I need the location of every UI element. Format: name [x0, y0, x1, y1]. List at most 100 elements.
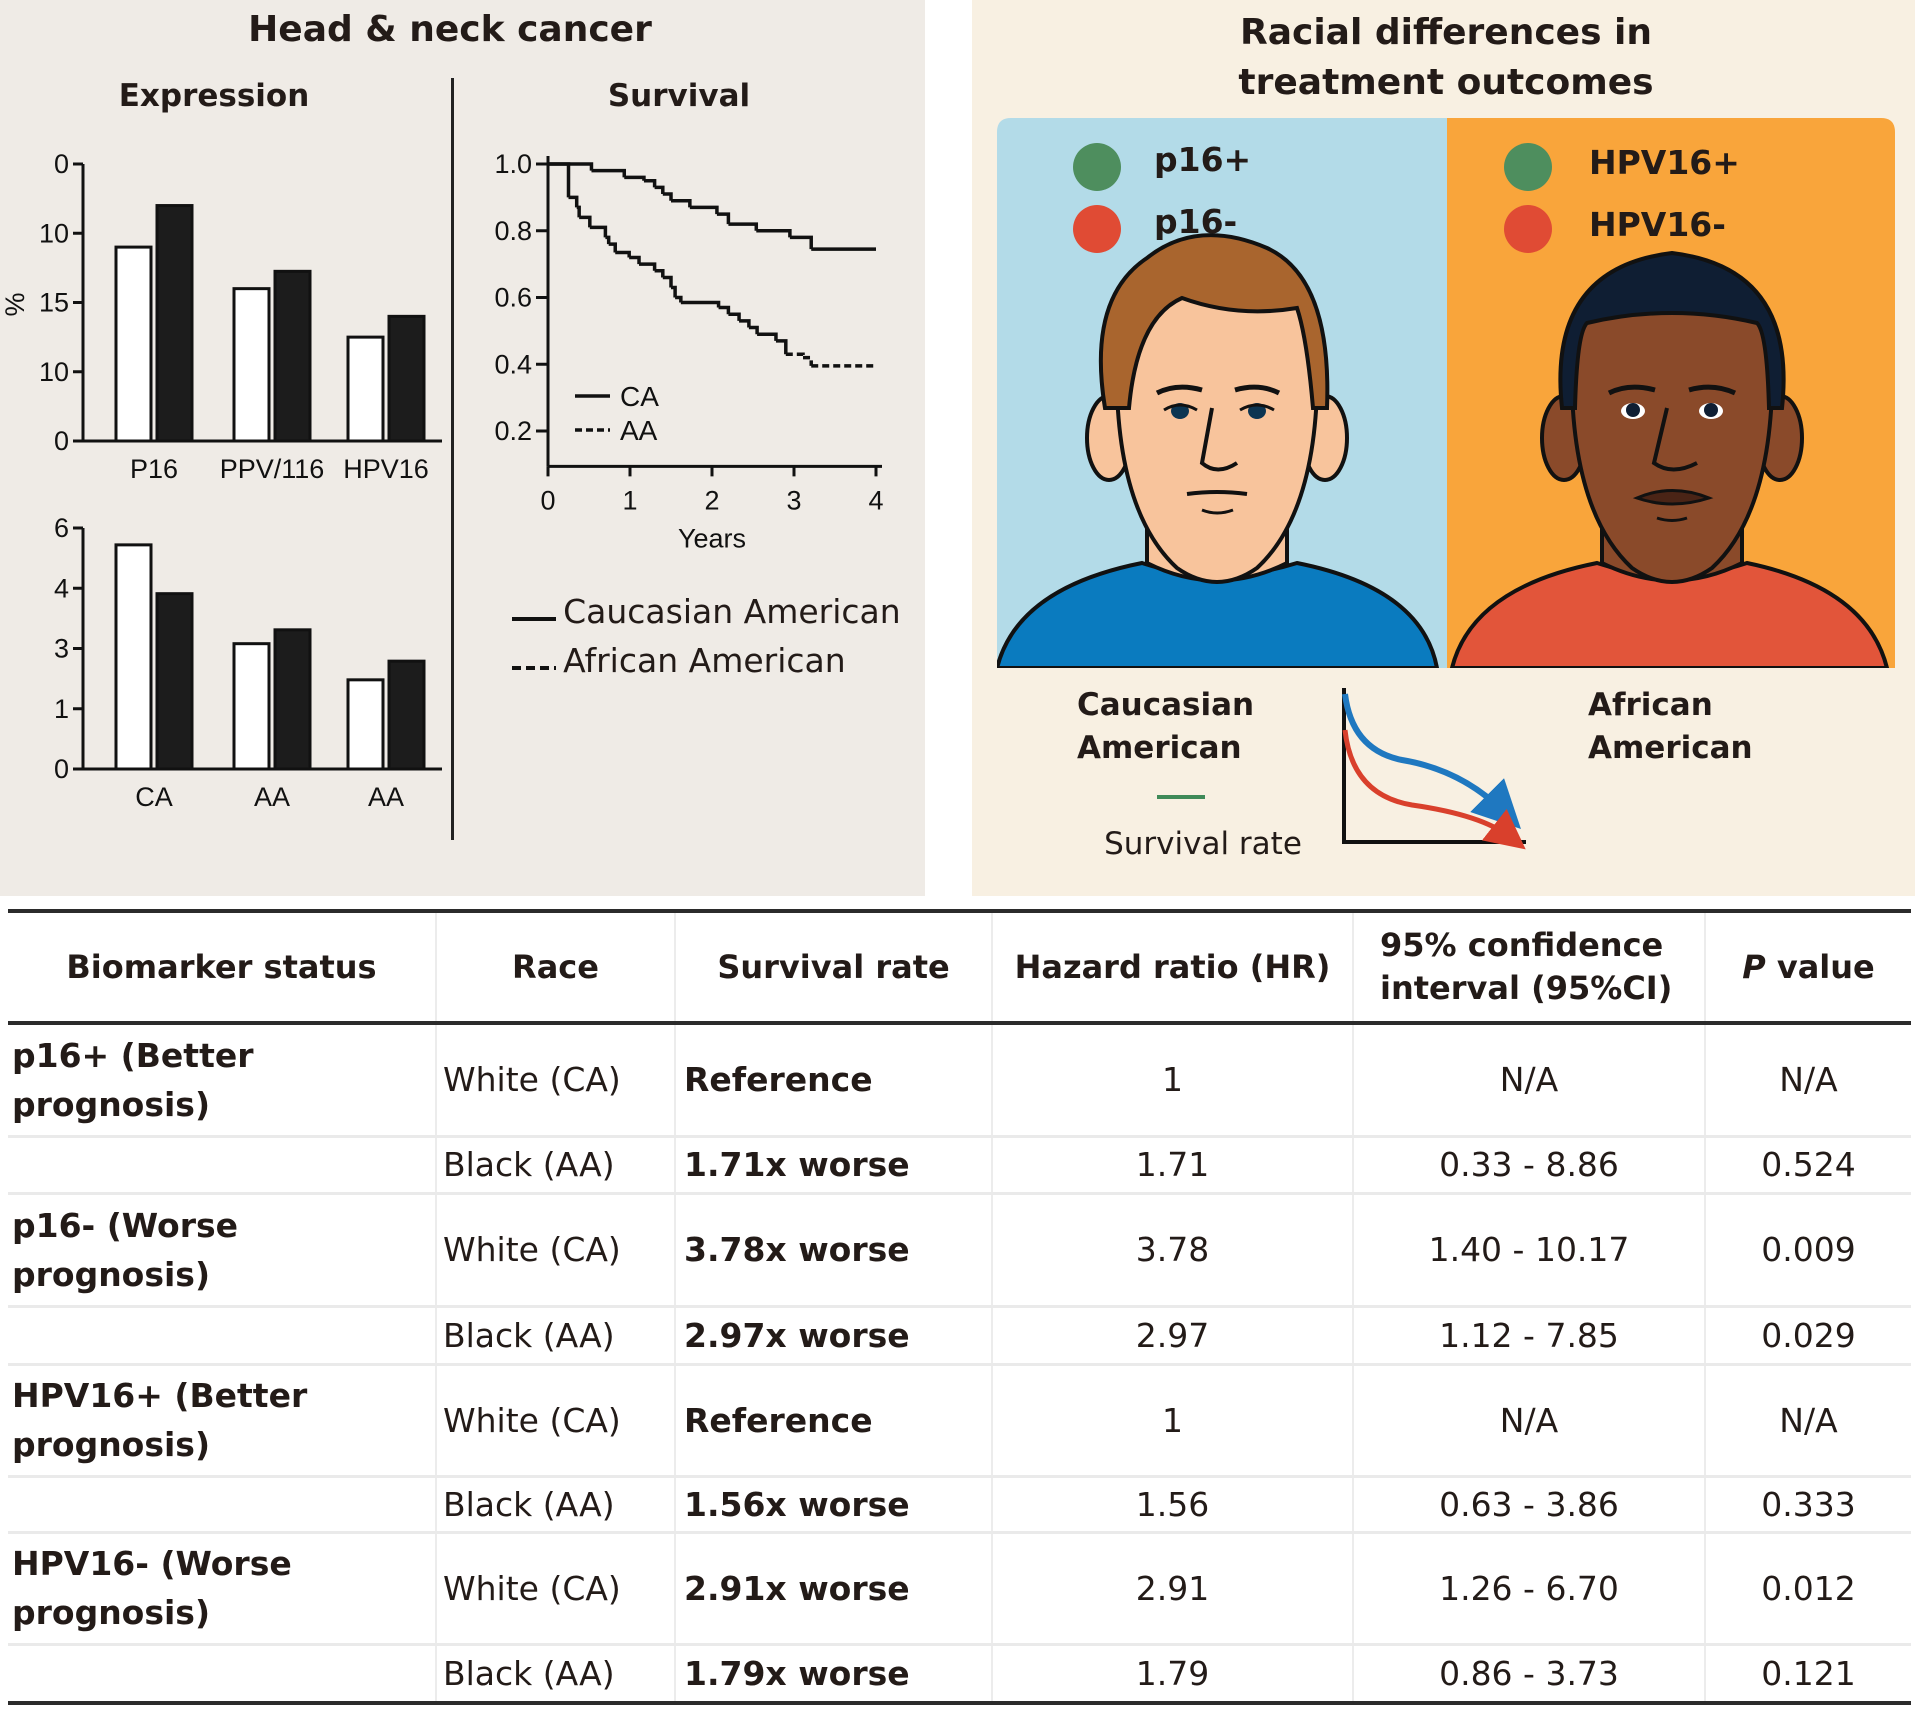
survival-rate-cell: Reference: [674, 1023, 992, 1136]
caption-line: American: [1588, 730, 1753, 766]
table-row: HPV16+ (Better prognosis) White (CA) Refer…: [8, 1364, 1911, 1476]
hazard-ratio-cell: 2.97: [991, 1306, 1353, 1364]
y-tick-label: 15: [39, 288, 69, 318]
table-row: p16- (Worse prognosis) White (CA) 3.78x wo…: [8, 1193, 1911, 1306]
bar: [387, 314, 426, 443]
legend-label: African American: [563, 641, 846, 680]
biomarker-cell: [8, 1476, 436, 1532]
survival-rate-cell: 1.71x worse: [674, 1136, 992, 1193]
results-table: Biomarker status Race Survival rate Haza…: [8, 909, 1911, 1705]
biomarker-cell: HPV16- (Worse prognosis): [12, 1544, 292, 1632]
biomarker-cell: [8, 1644, 436, 1703]
header-survival: Survival rate: [674, 911, 992, 1023]
p-symbol: P: [1742, 947, 1766, 986]
survival-rate-cell: 2.91x worse: [674, 1532, 992, 1644]
biomarker-cell: [8, 1306, 436, 1364]
km-y-tick-label: 0.8: [494, 216, 532, 246]
p16-positive-dot-icon: [1073, 143, 1121, 191]
confidence-interval-cell: 1.12 - 7.85: [1352, 1306, 1705, 1364]
km-curve-aa-dashed: [785, 352, 876, 368]
race-cell: White (CA): [435, 1364, 675, 1476]
km-x-tick-label: 4: [868, 485, 883, 515]
hazard-ratio-cell: 1.79: [991, 1644, 1353, 1703]
biomarker-cell: HPV16+ (Better prognosis): [12, 1376, 308, 1464]
table-row: Black (AA) 1.56x worse 1.56 0.63 - 3.86 0.33…: [8, 1476, 1911, 1532]
caption-line: African: [1588, 687, 1713, 723]
bar: [232, 642, 271, 771]
hpv16-positive-dot-icon: [1504, 143, 1552, 191]
x-tick-label: AA: [368, 782, 404, 812]
bar: [273, 269, 312, 443]
bar: [346, 678, 385, 771]
km-x-tick-label: 0: [540, 485, 555, 515]
table-row: Black (AA) 2.97x worse 2.97 1.12 - 7.85 0.02…: [8, 1306, 1911, 1364]
portraits-illustration: [997, 118, 1895, 668]
mini-curve-ca: [1342, 693, 1521, 829]
caption-line: Caucasian: [1077, 687, 1255, 723]
legend-label: Caucasian American: [563, 592, 901, 631]
table-row: Black (AA) 1.79x worse 1.79 0.86 - 3.73 0.12…: [8, 1644, 1911, 1703]
confidence-interval-cell: N/A: [1352, 1364, 1705, 1476]
p-value-cell: 0.009: [1704, 1193, 1911, 1306]
y-tick-label: 10: [39, 357, 69, 387]
p-value-cell: N/A: [1704, 1364, 1911, 1476]
african-american-caption: African American: [1588, 684, 1753, 770]
p16-positive-label: p16+: [1154, 140, 1252, 179]
header-biomarker: Biomarker status: [66, 947, 377, 986]
bar: [346, 335, 385, 443]
mini-axis: [1342, 688, 1526, 844]
bar: [155, 204, 194, 443]
solid-line-icon: [512, 616, 556, 621]
y-axis-label: %: [0, 292, 30, 316]
km-y-tick-label: 0.4: [494, 349, 532, 379]
table-header-row: Biomarker status Race Survival rate Haza…: [8, 911, 1911, 1023]
km-y-tick-label: 0.2: [494, 416, 532, 446]
p-value-cell: 0.121: [1704, 1644, 1911, 1703]
right-title-line2: treatment outcomes: [1238, 62, 1654, 103]
legend-african: African American: [510, 641, 846, 688]
confidence-interval-cell: 0.33 - 8.86: [1352, 1136, 1705, 1193]
caption-line: American: [1077, 730, 1242, 766]
x-tick-label: HPV16: [343, 454, 429, 484]
y-tick-label: 0: [54, 149, 69, 179]
km-x-tick-label: 3: [786, 485, 801, 515]
confidence-interval-cell: 0.86 - 3.73: [1352, 1644, 1705, 1703]
right-title-line1: Racial differences in: [1239, 12, 1653, 53]
header-race: Race: [435, 911, 675, 1023]
x-tick-label: CA: [135, 782, 173, 812]
survival-rate-cell: 2.97x worse: [674, 1306, 992, 1364]
header-ci: 95% confidence interval (95%CI): [1352, 911, 1705, 1023]
bar: [114, 543, 153, 771]
legend-caucasian: Caucasian American: [510, 592, 901, 639]
race-cell: White (CA): [435, 1193, 675, 1306]
bar: [232, 287, 271, 443]
survival-rate-cell: 1.79x worse: [674, 1644, 992, 1703]
x-tick-label: P16: [130, 454, 178, 484]
biomarker-cell: [8, 1136, 436, 1193]
biomarker-cell: p16- (Worse prognosis): [12, 1205, 239, 1294]
survival-rate-cell: Reference: [674, 1364, 992, 1476]
y-tick-label: 0: [54, 754, 69, 784]
km-legend-label: CA: [620, 381, 659, 412]
p16-negative-label: p16-: [1154, 202, 1238, 241]
mini-curve-aa: [1342, 729, 1526, 850]
table-row: HPV16- (Worse prognosis) White (CA) 2.91x …: [8, 1532, 1911, 1644]
left-figure-panel: Head & neck cancer Expression Survival 0…: [0, 0, 925, 896]
expression-bar-chart: 0 10 15 10 0% P16 PPV/116 HPV16: [0, 149, 442, 484]
p16-negative-dot-icon: [1073, 205, 1121, 253]
p-value-cell: N/A: [1704, 1023, 1911, 1136]
hazard-ratio-cell: 2.91: [991, 1532, 1353, 1644]
hpv16-negative-label: HPV16-: [1589, 205, 1726, 244]
hazard-ratio-cell: 1.71: [991, 1136, 1353, 1193]
caucasian-man-illustration: [997, 233, 1440, 668]
confidence-interval-cell: N/A: [1352, 1023, 1705, 1136]
mini-survival-curve-icon: [1342, 688, 1526, 850]
y-tick-label: 6: [54, 513, 69, 543]
km-x-tick-label: 1: [622, 485, 637, 515]
p-label: value: [1765, 947, 1875, 986]
p-value-cell: 0.333: [1704, 1476, 1911, 1532]
header-hr: Hazard ratio (HR): [991, 911, 1353, 1023]
y-tick-label: 10: [39, 218, 69, 248]
p-value-cell: 0.029: [1704, 1306, 1911, 1364]
